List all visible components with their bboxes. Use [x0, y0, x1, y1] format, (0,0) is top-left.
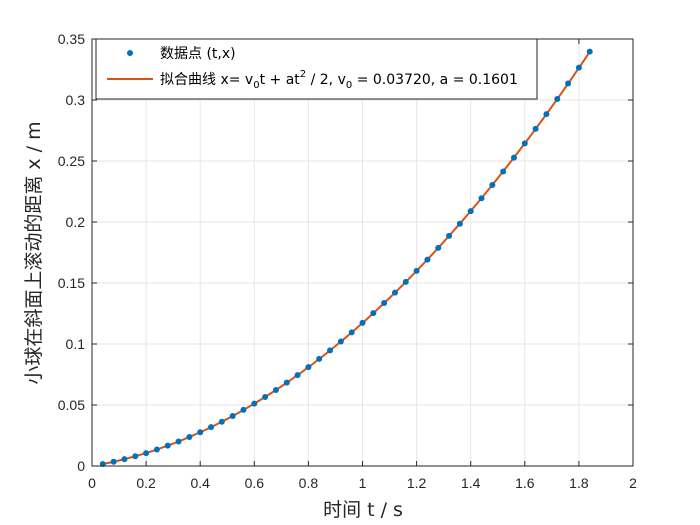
- y-tick-label: 0.25: [58, 153, 85, 169]
- data-point: [391, 289, 398, 296]
- data-point: [208, 424, 215, 431]
- legend-points-marker: [127, 50, 133, 56]
- x-tick-label: 0.8: [299, 475, 319, 491]
- data-point: [424, 256, 431, 263]
- data-point: [229, 412, 236, 419]
- data-point: [262, 393, 269, 400]
- data-point: [543, 111, 550, 118]
- y-tick-label: 0.3: [66, 92, 86, 108]
- data-point: [186, 433, 193, 440]
- data-point: [348, 329, 355, 336]
- x-tick-label: 1.8: [569, 475, 589, 491]
- data-point: [586, 48, 593, 55]
- data-point: [272, 386, 279, 393]
- legend-points-label: 数据点 (t,x): [160, 46, 236, 62]
- y-tick-label: 0.35: [58, 31, 85, 47]
- data-point: [316, 355, 323, 362]
- y-tick-label: 0: [77, 458, 85, 474]
- data-point: [478, 195, 485, 202]
- data-point: [294, 372, 301, 379]
- x-tick-label: 1.6: [515, 475, 535, 491]
- data-point: [565, 80, 572, 87]
- data-point: [510, 154, 517, 161]
- x-tick-label: 0: [88, 475, 96, 491]
- data-point: [218, 418, 225, 425]
- data-point: [521, 140, 528, 147]
- x-tick-label: 0.2: [136, 475, 156, 491]
- data-point: [370, 310, 377, 317]
- data-point: [402, 278, 409, 285]
- data-point: [456, 220, 463, 227]
- data-point: [489, 182, 496, 189]
- data-point: [575, 64, 582, 71]
- x-tick-labels: 0 0.2 0.4 0.6 0.8 1 1.2 1.4 1.6 1.8 2: [88, 475, 637, 491]
- data-point: [305, 364, 312, 371]
- data-point: [153, 446, 160, 453]
- data-point: [381, 300, 388, 307]
- data-point: [413, 267, 420, 274]
- legend: 数据点 (t,x) 拟合曲线 x= v0t + at2 / 2, v0 = 0.…: [95, 38, 538, 100]
- data-point: [446, 232, 453, 239]
- y-tick-label: 0.15: [58, 275, 85, 291]
- data-point: [467, 208, 474, 215]
- x-tick-label: 1: [359, 475, 367, 491]
- x-tick-label: 0.6: [245, 475, 265, 491]
- x-tick-label: 1.4: [461, 475, 481, 491]
- data-point: [435, 244, 442, 251]
- legend-fit-label: 拟合曲线 x= v0t + at2 / 2, v0 = 0.03720, a =…: [160, 69, 518, 91]
- legend-box: [95, 38, 538, 100]
- y-tick-label: 0.05: [58, 397, 85, 413]
- x-axis-label: 时间 t / s: [323, 499, 403, 521]
- y-tick-labels: 0 0.05 0.1 0.15 0.2 0.25 0.3 0.35: [58, 31, 85, 474]
- y-axis-label: 小球在斜面上滚动的距离 x / m: [23, 121, 45, 384]
- fit-curve-layer: [102, 51, 591, 466]
- data-point: [500, 168, 507, 175]
- data-point: [132, 453, 139, 460]
- data-point: [251, 400, 258, 407]
- data-point: [337, 338, 344, 345]
- x-tick-label: 0.4: [190, 475, 210, 491]
- data-point: [554, 96, 561, 103]
- x-tick-label: 1.2: [407, 475, 427, 491]
- y-tick-label: 0.1: [66, 336, 86, 352]
- data-point: [143, 450, 150, 457]
- data-point: [175, 438, 182, 445]
- x-tick-label: 2: [629, 475, 637, 491]
- data-point: [121, 456, 128, 463]
- data-point: [240, 406, 247, 413]
- data-point: [532, 125, 539, 132]
- data-point: [359, 319, 366, 326]
- data-point: [283, 379, 290, 386]
- fit-curve: [102, 51, 591, 466]
- data-point: [110, 458, 117, 465]
- data-point: [327, 347, 334, 354]
- y-tick-label: 0.2: [66, 214, 86, 230]
- data-point: [197, 429, 204, 436]
- data-point: [164, 442, 171, 449]
